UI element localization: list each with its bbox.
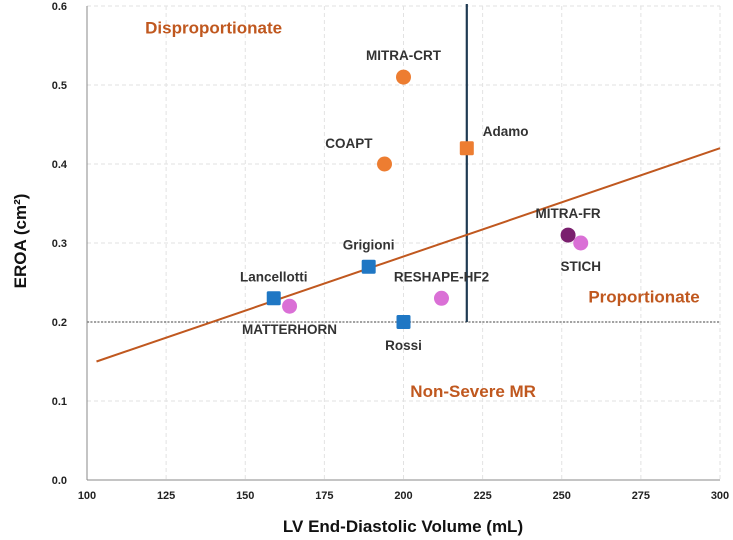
point-label-lancellotti: Lancellotti: [240, 269, 308, 284]
plot-frame: [86, 6, 720, 481]
point-label-grigioni: Grigioni: [343, 238, 395, 253]
y-axis-ticks: 0.0 0.1 0.2 0.3 0.4 0.5 0.6: [52, 1, 68, 487]
point-label-stich: STICH: [560, 259, 601, 274]
grid-lines: [86, 5, 721, 481]
y-tick-label: 0.6: [52, 1, 67, 13]
region-label-proportionate: Proportionate: [588, 287, 699, 306]
point-lancellotti: [266, 291, 281, 306]
point-matterhorn: [282, 298, 298, 314]
x-axis-title: LV End-Diastolic Volume (mL): [283, 517, 523, 536]
x-tick-label: 100: [78, 490, 96, 502]
region-label-disproportionate: Disproportionate: [145, 19, 282, 38]
trend-line: [96, 147, 721, 363]
x-tick-label: 150: [236, 490, 254, 502]
x-tick-label: 250: [553, 490, 571, 502]
point-stich: [573, 235, 589, 251]
point-grigioni: [361, 259, 376, 274]
y-axis-title: EROA (cm²): [11, 194, 30, 289]
point-label-matterhorn: MATTERHORN: [242, 322, 337, 337]
x-tick-label: 275: [632, 490, 650, 502]
region-labels: Disproportionate Proportionate Non-Severe …: [145, 19, 700, 401]
data-points: [266, 69, 589, 329]
x-tick-label: 225: [473, 490, 491, 502]
x-tick-label: 175: [315, 490, 333, 502]
y-tick-label: 0.3: [52, 238, 67, 250]
point-reshape-hf2: [433, 290, 449, 306]
y-tick-label: 0.2: [52, 317, 67, 329]
point-coapt: [377, 156, 393, 172]
point-mitra-fr: [560, 227, 576, 243]
x-tick-label: 300: [711, 490, 729, 502]
point-label-mitra-crt: MITRA-CRT: [366, 48, 442, 63]
point-label-adamo: Adamo: [483, 124, 529, 139]
point-label-reshape-hf2: RESHAPE-HF2: [394, 269, 489, 284]
x-tick-label: 200: [394, 490, 412, 502]
point-mitra-crt: [396, 69, 411, 85]
y-tick-label: 0.0: [52, 475, 67, 487]
point-rossi: [396, 315, 411, 329]
y-tick-label: 0.4: [52, 159, 68, 171]
y-tick-label: 0.1: [52, 396, 67, 408]
point-adamo: [459, 141, 474, 156]
y-tick-label: 0.5: [52, 80, 67, 92]
point-label-rossi: Rossi: [385, 338, 422, 353]
x-axis-ticks: 100 125 150 175 200 225 250 275 300: [78, 490, 729, 502]
point-label-mitra-fr: MITRA-FR: [535, 206, 600, 221]
point-labels: MITRA-CRT Adamo COAPT MITRA-FR STICH Grigioni…: [240, 48, 601, 353]
point-label-coapt: COAPT: [325, 136, 373, 151]
x-tick-label: 125: [157, 490, 175, 502]
region-label-non-severe-mr: Non-Severe MR: [410, 382, 536, 401]
